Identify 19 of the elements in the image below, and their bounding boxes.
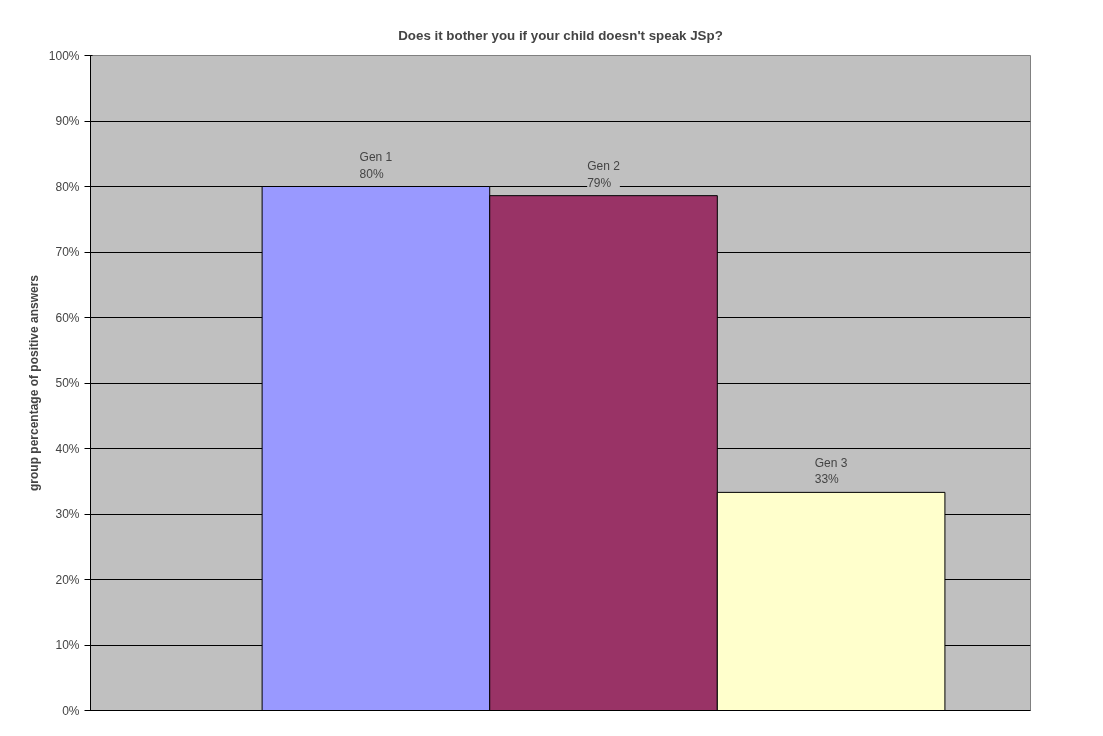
- y-tick-label: 20%: [55, 572, 80, 587]
- y-tick-label: 50%: [55, 376, 80, 390]
- y-tick-label: 40%: [55, 441, 80, 456]
- y-tick-label: 80%: [55, 179, 80, 194]
- y-tick-label: 90%: [55, 114, 80, 128]
- x-tick-label: Gen 3: [814, 455, 848, 470]
- y-tick-label: 10%: [55, 638, 80, 652]
- data-label: 79%: [587, 175, 612, 190]
- y-tick-label: 70%: [55, 245, 80, 259]
- x-tick-label: Gen 2: [587, 158, 621, 173]
- y-axis-title: group percentage of positive answers: [26, 274, 41, 492]
- y-tick-label: 60%: [55, 310, 80, 325]
- data-label: 80%: [359, 166, 384, 181]
- data-label: 33%: [814, 472, 840, 487]
- y-tick-label: 100%: [48, 48, 80, 63]
- y-tick-label: 30%: [55, 507, 80, 521]
- x-tick-label: Gen 1: [359, 149, 393, 164]
- y-tick-label: 0%: [62, 703, 80, 718]
- chart-title: Does it bother you if your child doesn't speak JSp?: [398, 28, 723, 43]
